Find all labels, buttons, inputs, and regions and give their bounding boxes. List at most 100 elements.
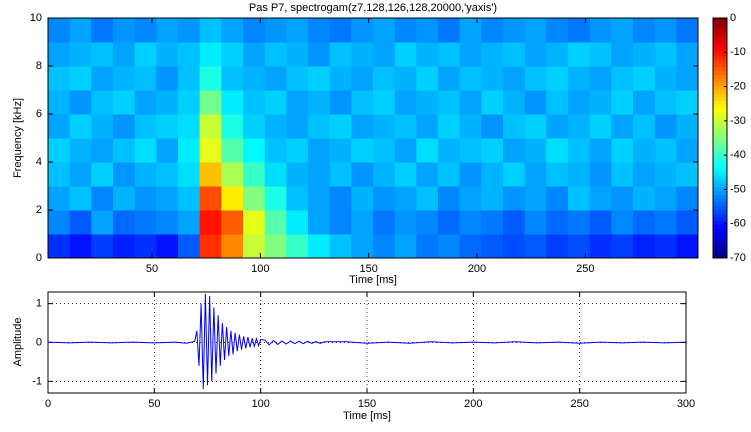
- heatmap-cell: [113, 210, 136, 235]
- heatmap-cell: [91, 138, 114, 163]
- heatmap-cell: [633, 90, 656, 115]
- heatmap-cell: [329, 186, 352, 211]
- heatmap-cell: [243, 114, 266, 139]
- heatmap-cell: [394, 18, 417, 43]
- heatmap-cell: [156, 186, 179, 211]
- y-tick-label: 1: [36, 298, 42, 310]
- heatmap-cell: [221, 186, 244, 211]
- heatmap-cell: [611, 234, 634, 259]
- colorbar-swatch: [713, 213, 727, 218]
- colorbar-swatch: [713, 51, 727, 56]
- line-series: [47, 293, 687, 390]
- heatmap-cell: [546, 186, 569, 211]
- heatmap-cell: [611, 42, 634, 67]
- colorbar-swatch: [713, 59, 727, 64]
- heatmap-cell: [69, 114, 92, 139]
- heatmap-cell: [134, 210, 157, 235]
- colorbar-swatch: [713, 231, 727, 236]
- heatmap-cell: [286, 18, 309, 43]
- colorbar-swatch: [713, 29, 727, 34]
- heatmap-cell: [221, 42, 244, 67]
- heatmap-cell: [91, 234, 114, 259]
- heatmap-cell: [373, 210, 396, 235]
- heatmap-cell: [481, 210, 504, 235]
- heatmap-cell: [394, 114, 417, 139]
- heatmap-cell: [394, 42, 417, 67]
- heatmap-cell: [568, 90, 591, 115]
- colorbar-swatch: [713, 220, 727, 225]
- colorbar-swatch: [713, 81, 727, 86]
- colorbar-swatch: [713, 36, 727, 41]
- heatmap-cell: [503, 210, 526, 235]
- heatmap-cell: [308, 186, 331, 211]
- y-tick-label: 0: [36, 336, 42, 348]
- colorbar-swatch: [713, 33, 727, 38]
- heatmap-cell: [416, 162, 439, 187]
- heatmap-cell: [524, 18, 547, 43]
- heatmap-cell: [351, 42, 374, 67]
- colorbar-swatch: [713, 25, 727, 30]
- colorbar-swatch: [713, 179, 727, 184]
- heatmap-cell: [633, 138, 656, 163]
- heatmap-cell: [329, 42, 352, 67]
- heatmap-cell: [568, 234, 591, 259]
- heatmap-cell: [654, 210, 677, 235]
- heatmap-cell: [199, 210, 222, 235]
- heatmap-cell: [156, 90, 179, 115]
- x-tick-label: 150: [358, 398, 376, 410]
- colorbar-swatch: [713, 190, 727, 195]
- colorbar-swatch: [713, 149, 727, 154]
- colorbar-swatch: [713, 243, 727, 248]
- heatmap-cell: [633, 186, 656, 211]
- colorbar-swatch: [713, 44, 727, 49]
- heatmap-cell: [654, 162, 677, 187]
- heatmap-cell: [546, 138, 569, 163]
- heatmap-cell: [286, 186, 309, 211]
- colorbar-swatch: [713, 168, 727, 173]
- heatmap-cell: [69, 210, 92, 235]
- x-axis-label: Time [ms]: [343, 410, 391, 422]
- heatmap-cell: [156, 234, 179, 259]
- heatmap-cell: [568, 210, 591, 235]
- heatmap-cell: [438, 90, 461, 115]
- heatmap-cell: [589, 42, 612, 67]
- heatmap-cell: [481, 90, 504, 115]
- colorbar-swatch: [713, 123, 727, 128]
- heatmap-cell: [503, 138, 526, 163]
- colorbar-tick-label: -10: [730, 46, 746, 58]
- heatmap-cell: [264, 234, 287, 259]
- heatmap-cell: [69, 66, 92, 91]
- chart-title: Pas P7, spectrogam(z7,128,126,128,20000,…: [249, 2, 497, 14]
- colorbar-swatch: [713, 216, 727, 221]
- heatmap-cell: [633, 66, 656, 91]
- heatmap-cell: [113, 42, 136, 67]
- heatmap-cell: [524, 162, 547, 187]
- heatmap-cell: [524, 138, 547, 163]
- colorbar-swatch: [713, 145, 727, 150]
- heatmap-cell: [329, 114, 352, 139]
- colorbar-swatch: [713, 235, 727, 240]
- heatmap-cell: [438, 210, 461, 235]
- colorbar-tick-label: -30: [730, 115, 746, 127]
- colorbar-swatch: [713, 115, 727, 120]
- colorbar-tick-label: -70: [730, 252, 746, 264]
- heatmap-cell: [134, 42, 157, 67]
- heatmap-cell: [676, 186, 699, 211]
- colorbar-swatch: [713, 104, 727, 109]
- heatmap-cell: [568, 114, 591, 139]
- heatmap-cell: [178, 18, 201, 43]
- heatmap-cell: [199, 114, 222, 139]
- heatmap-cell: [503, 42, 526, 67]
- heatmap-cell: [178, 138, 201, 163]
- heatmap-cell: [676, 42, 699, 67]
- heatmap-cell: [589, 210, 612, 235]
- heatmap-cell: [503, 18, 526, 43]
- heatmap-cell: [329, 18, 352, 43]
- heatmap-cell: [373, 66, 396, 91]
- heatmap-cell: [611, 210, 634, 235]
- heatmap-cell: [394, 186, 417, 211]
- heatmap-cell: [524, 210, 547, 235]
- heatmap-cell: [459, 186, 482, 211]
- heatmap-cell: [329, 210, 352, 235]
- heatmap-cell: [351, 114, 374, 139]
